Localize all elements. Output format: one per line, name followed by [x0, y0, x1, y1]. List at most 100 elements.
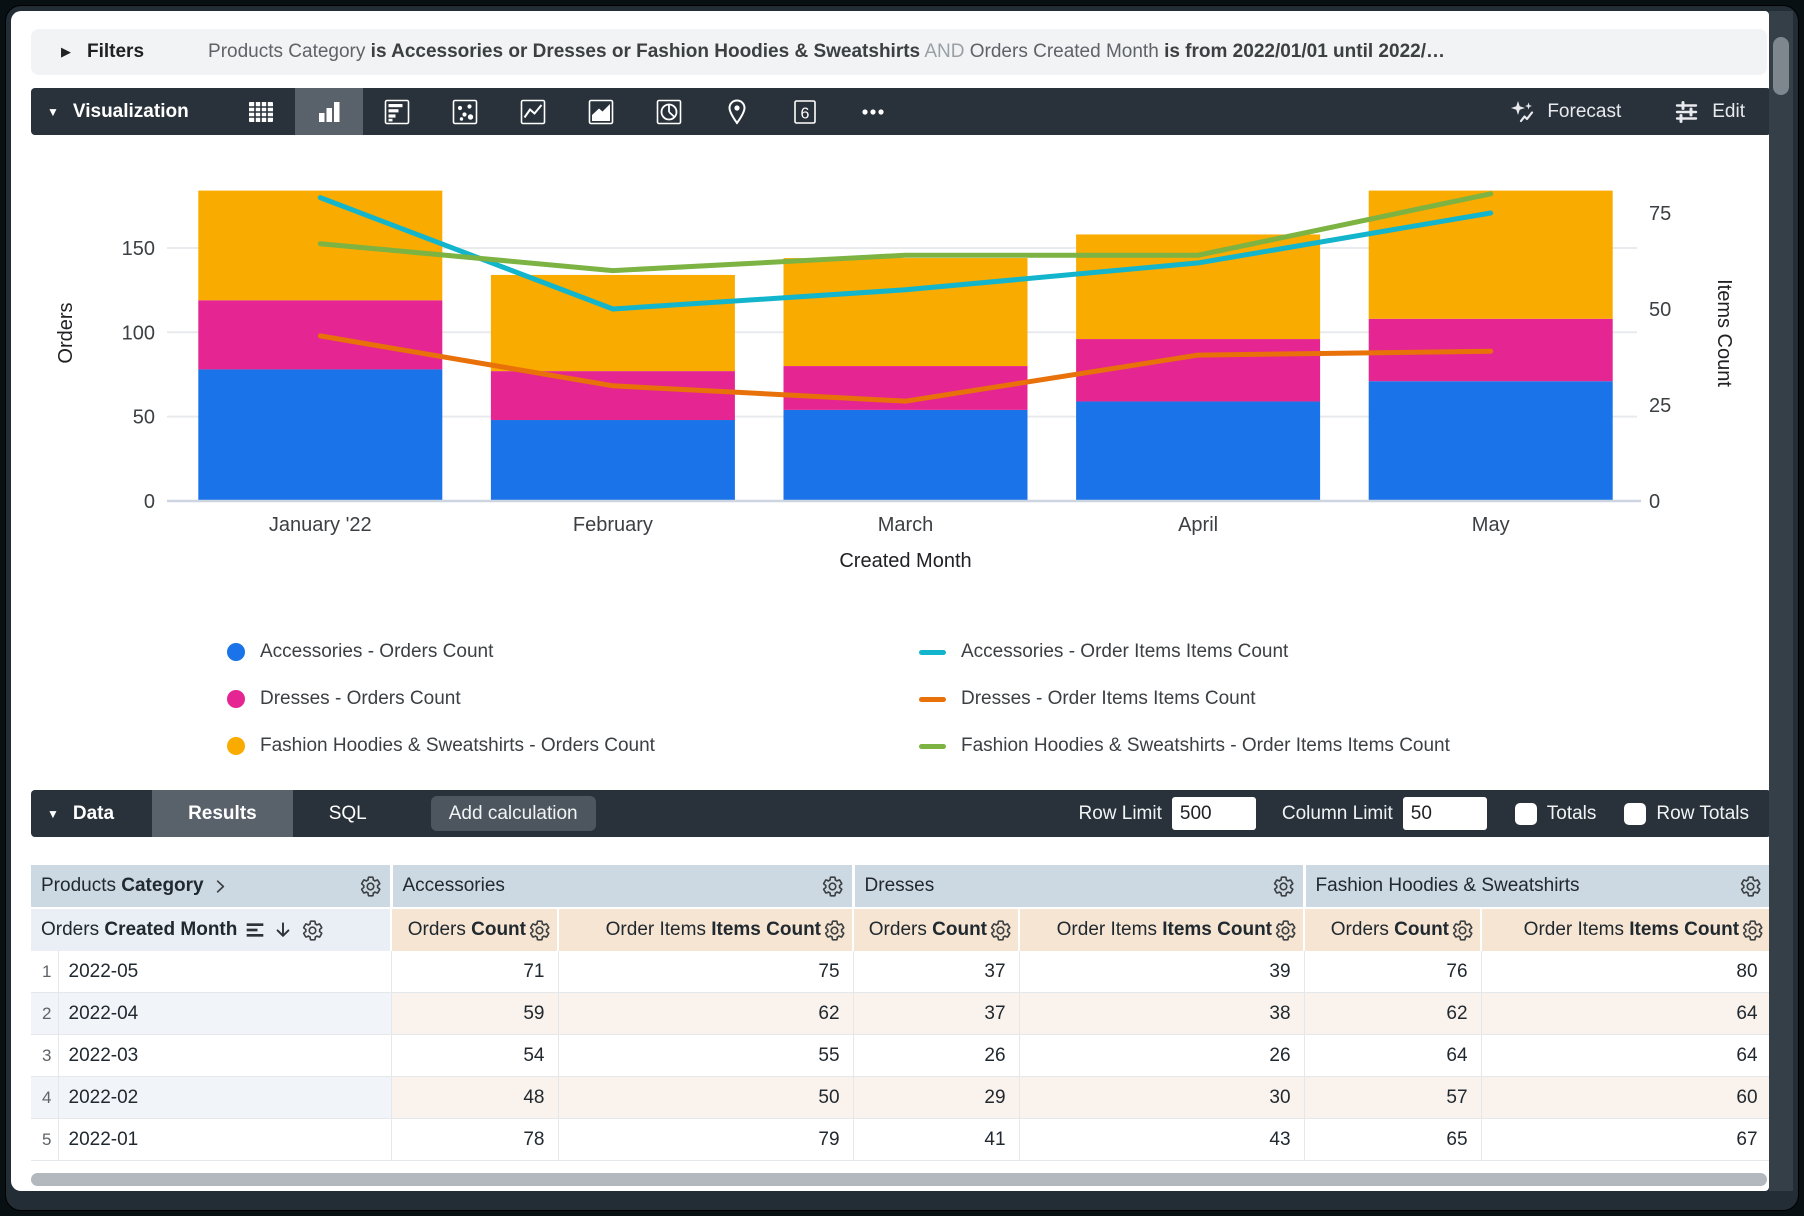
gear-icon[interactable] — [823, 919, 846, 942]
viz-type-map-button[interactable] — [703, 88, 771, 135]
cell-value[interactable]: 67 — [1481, 1118, 1769, 1161]
bar-segment[interactable] — [1076, 234, 1321, 340]
legend-item[interactable]: Accessories - Order Items Items Count — [919, 630, 1450, 674]
cell-value[interactable]: 54 — [391, 1034, 559, 1077]
cell-value[interactable]: 71 — [391, 951, 559, 993]
filters-bar[interactable]: ▶ Filters Products Category is Accessori… — [31, 29, 1767, 75]
cell-value[interactable]: 39 — [1019, 951, 1305, 993]
cell-value[interactable]: 26 — [853, 1034, 1020, 1077]
gear-icon[interactable] — [301, 919, 324, 942]
viz-type-scatter-button[interactable] — [431, 88, 499, 135]
forecast-button[interactable]: Forecast — [1482, 88, 1647, 135]
cell-value[interactable]: 64 — [1304, 1034, 1482, 1077]
cell-month[interactable]: 2022-03 — [58, 1034, 392, 1077]
cell-value[interactable]: 30 — [1019, 1076, 1305, 1119]
legend-item[interactable]: Fashion Hoodies & Sweatshirts - Order It… — [919, 724, 1450, 768]
viz-type-column-chart-button[interactable] — [294, 88, 363, 135]
column-header-measure[interactable]: Orders Count — [1304, 908, 1483, 951]
gear-icon[interactable] — [1274, 919, 1297, 942]
chevron-right-icon[interactable] — [212, 878, 229, 895]
column-header-measure[interactable]: Order Items Items Count — [558, 908, 855, 951]
line-series[interactable] — [317, 195, 1494, 312]
cell-value[interactable]: 41 — [853, 1118, 1020, 1161]
column-header-measure[interactable]: Orders Count — [391, 908, 559, 951]
column-group-dimension[interactable]: Products Category — [31, 865, 393, 909]
line-series[interactable] — [317, 191, 1494, 274]
legend-item[interactable]: Accessories - Orders Count — [227, 630, 919, 674]
legend-item[interactable]: Dresses - Order Items Items Count — [919, 677, 1450, 721]
cell-value[interactable]: 62 — [1304, 992, 1482, 1035]
line-series[interactable] — [317, 333, 1494, 404]
vertical-scrollbar-track[interactable] — [1769, 11, 1793, 1191]
filters-expand-caret-icon[interactable]: ▶ — [61, 44, 71, 59]
cell-value[interactable]: 64 — [1481, 1034, 1769, 1077]
viz-type-more-button[interactable] — [839, 88, 907, 135]
gear-icon[interactable] — [359, 875, 382, 898]
cell-value[interactable]: 57 — [1304, 1076, 1482, 1119]
column-group-measure[interactable]: Fashion Hoodies & Sweatshirts — [1304, 865, 1769, 909]
cell-value[interactable]: 65 — [1304, 1118, 1482, 1161]
subtotal-icon[interactable] — [245, 920, 265, 940]
row-totals-checkbox[interactable] — [1624, 802, 1647, 825]
column-header-measure[interactable]: Order Items Items Count — [1019, 908, 1306, 951]
tab-sql[interactable]: SQL — [328, 802, 367, 824]
vertical-scrollbar-thumb[interactable] — [1773, 37, 1789, 95]
cell-value[interactable]: 60 — [1481, 1076, 1769, 1119]
column-group-measure[interactable]: Dresses — [853, 865, 1306, 909]
cell-value[interactable]: 80 — [1481, 951, 1769, 993]
gear-icon[interactable] — [1741, 919, 1764, 942]
edit-button[interactable]: Edit — [1647, 88, 1769, 135]
viz-type-table-button[interactable] — [227, 88, 295, 135]
bar-segment[interactable] — [490, 274, 735, 372]
column-limit-input[interactable] — [1402, 797, 1487, 830]
cell-value[interactable]: 59 — [391, 992, 559, 1035]
cell-value[interactable]: 37 — [853, 992, 1020, 1035]
cell-month[interactable]: 2022-02 — [58, 1076, 392, 1119]
gear-icon[interactable] — [1739, 875, 1762, 898]
cell-value[interactable]: 79 — [558, 1118, 854, 1161]
sort-descending-icon[interactable] — [273, 920, 293, 940]
horizontal-scrollbar[interactable] — [31, 1173, 1767, 1186]
column-header-measure[interactable]: Order Items Items Count — [1481, 908, 1769, 951]
cell-month[interactable]: 2022-04 — [58, 992, 392, 1035]
gear-icon[interactable] — [1451, 919, 1474, 942]
gear-icon[interactable] — [821, 875, 844, 898]
bar-segment[interactable] — [490, 420, 735, 501]
cell-value[interactable]: 48 — [391, 1076, 559, 1119]
cell-value[interactable]: 38 — [1019, 992, 1305, 1035]
cell-value[interactable]: 78 — [391, 1118, 559, 1161]
cell-value[interactable]: 50 — [558, 1076, 854, 1119]
cell-value[interactable]: 43 — [1019, 1118, 1305, 1161]
cell-value[interactable]: 64 — [1481, 992, 1769, 1035]
cell-value[interactable]: 76 — [1304, 951, 1482, 993]
cell-value[interactable]: 26 — [1019, 1034, 1305, 1077]
bar-segment[interactable] — [1368, 381, 1613, 501]
viz-type-single-value-button[interactable]: 6 — [771, 88, 839, 135]
data-section-toggle[interactable]: ▼ Data — [31, 803, 152, 825]
gear-icon[interactable] — [528, 919, 551, 942]
visualization-section-toggle[interactable]: ▼ Visualization — [31, 101, 227, 123]
cell-value[interactable]: 75 — [558, 951, 854, 993]
cell-value[interactable]: 29 — [853, 1076, 1020, 1119]
viz-type-line-chart-button[interactable] — [499, 88, 567, 135]
totals-checkbox[interactable] — [1514, 802, 1537, 825]
viz-type-pie-chart-button[interactable] — [635, 88, 703, 135]
legend-item[interactable]: Fashion Hoodies & Sweatshirts - Orders C… — [227, 724, 919, 768]
gear-icon[interactable] — [989, 919, 1012, 942]
viz-type-area-chart-button[interactable] — [567, 88, 635, 135]
bar-segment[interactable] — [783, 258, 1028, 367]
add-calculation-button[interactable]: Add calculation — [430, 796, 596, 831]
legend-item[interactable]: Dresses - Orders Count — [227, 677, 919, 721]
gear-icon[interactable] — [1272, 875, 1295, 898]
viz-type-bar-chart-button[interactable] — [363, 88, 431, 135]
bar-segment[interactable] — [783, 409, 1028, 501]
cell-value[interactable]: 62 — [558, 992, 854, 1035]
cell-value[interactable]: 55 — [558, 1034, 854, 1077]
column-header-created-month[interactable]: Orders Created Month — [31, 908, 392, 951]
column-header-measure[interactable]: Orders Count — [853, 908, 1021, 951]
tab-results[interactable]: Results — [152, 790, 293, 837]
cell-value[interactable]: 37 — [853, 951, 1020, 993]
bar-segment[interactable] — [198, 369, 443, 501]
cell-month[interactable]: 2022-05 — [58, 951, 392, 993]
bar-segment[interactable] — [1076, 401, 1321, 501]
